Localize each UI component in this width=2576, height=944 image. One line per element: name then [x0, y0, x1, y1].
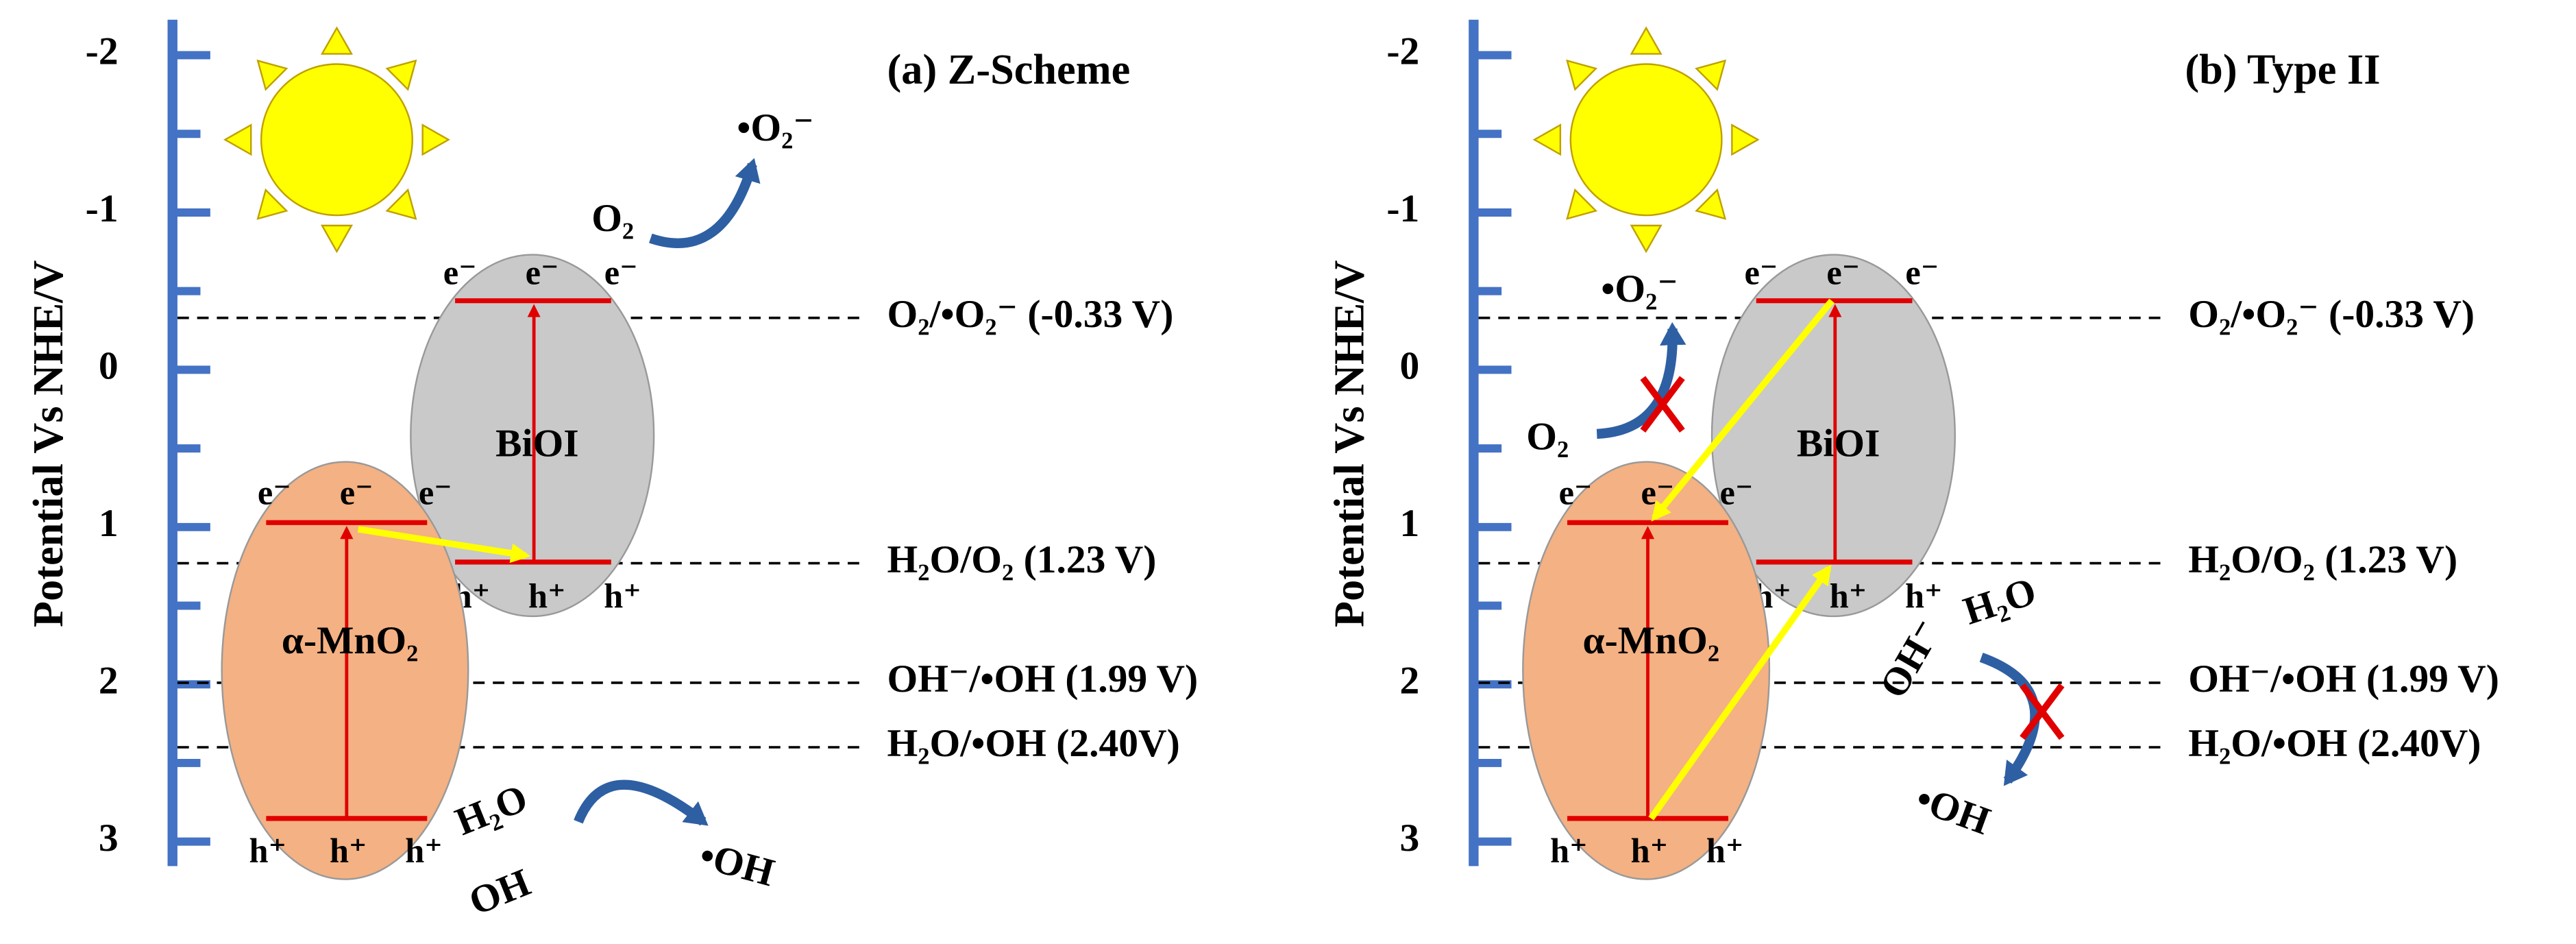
level-label: H₂O/O₂ (1.23 V)	[2188, 538, 2457, 581]
semiconductor-name: BiOI	[495, 422, 578, 465]
hole: h⁺	[528, 577, 566, 616]
sun-ray	[1532, 123, 1562, 156]
sun-ray	[1566, 188, 1598, 220]
reaction-arrow	[1979, 653, 2040, 786]
sun-ray	[1630, 26, 1663, 55]
blocked	[2020, 683, 2065, 740]
sun-ray	[320, 224, 354, 254]
species: OH	[463, 861, 537, 924]
hole: h⁺	[1550, 832, 1588, 870]
species: H₂O	[1959, 570, 2041, 633]
electron: e⁻	[340, 474, 373, 512]
hole: h⁺	[330, 832, 367, 870]
panel-title: (a) Z-Scheme	[887, 46, 1131, 93]
level-label: H₂O/•OH (2.40V)	[887, 722, 1180, 765]
charge-transfer	[1648, 564, 1832, 821]
electron: e⁻	[1744, 253, 1778, 291]
species: OH⁻	[1872, 612, 1950, 705]
level-label: O₂/•O₂⁻ (-0.33 V)	[2188, 293, 2475, 336]
semiconductor-name: α-MnO₂	[1583, 619, 1720, 662]
electron: e⁻	[604, 253, 638, 291]
sun-ray	[421, 123, 450, 156]
reaction-arrow	[1596, 322, 1686, 439]
electron: e⁻	[1641, 474, 1674, 512]
electron: e⁻	[419, 474, 452, 512]
sun-ray	[1630, 224, 1663, 254]
sun-ray	[1731, 123, 1760, 156]
hole: h⁺	[1706, 832, 1744, 870]
level-label: OH⁻/•OH (1.99 V)	[2188, 657, 2499, 701]
tick-label: -2	[1386, 30, 1419, 73]
semiconductor-name: α-MnO₂	[282, 619, 419, 662]
hole: h⁺	[249, 832, 286, 870]
species: O₂	[591, 197, 634, 240]
sun-ray	[223, 123, 252, 156]
tick-label: 0	[1400, 345, 1420, 388]
electron: e⁻	[258, 474, 291, 512]
sun-ray	[256, 188, 289, 220]
electron: e⁻	[1826, 253, 1860, 291]
species: •O₂⁻	[737, 106, 813, 149]
electron: e⁻	[1905, 253, 1939, 291]
sun-ray	[1566, 59, 1598, 91]
semiconductor-name: BiOI	[1797, 422, 1880, 465]
sun-ray	[1695, 188, 1727, 220]
level-label: O₂/•O₂⁻ (-0.33 V)	[887, 293, 1174, 336]
level-label: H₂O/O₂ (1.23 V)	[887, 538, 1157, 581]
species: •O₂⁻	[1601, 267, 1678, 311]
species: •OH	[695, 834, 778, 895]
blocked	[1640, 376, 1685, 433]
level-label: OH⁻/•OH (1.99 V)	[887, 657, 1199, 701]
tick-label: 1	[1400, 502, 1420, 545]
tick-label: -1	[1386, 187, 1419, 230]
species: H₂O	[450, 777, 534, 844]
tick-label: 2	[1400, 659, 1420, 702]
sun-ray	[256, 59, 289, 91]
sun	[1569, 63, 1723, 217]
semiconductor	[1522, 461, 1771, 880]
hole: h⁺	[1631, 832, 1669, 870]
sun-ray	[1695, 59, 1727, 91]
hole: h⁺	[604, 577, 641, 616]
electron: e⁻	[443, 253, 477, 291]
electron: e⁻	[526, 253, 559, 291]
tick-label: -1	[86, 187, 119, 230]
tick-label: 3	[99, 816, 119, 860]
tick-label: 0	[99, 345, 119, 388]
hole: h⁺	[1830, 577, 1867, 616]
panel-title: (b) Type II	[2185, 46, 2380, 93]
species: •OH	[1911, 777, 1996, 843]
electron: e⁻	[1720, 474, 1754, 512]
sun-ray	[385, 59, 417, 91]
sun-ray	[320, 26, 354, 55]
reaction-arrow	[574, 779, 709, 826]
electron: e⁻	[1559, 474, 1593, 512]
sun-ray	[385, 188, 417, 220]
tick-label: 3	[1400, 816, 1420, 860]
charge-transfer	[357, 526, 531, 564]
axis-label: Potential Vs NHE/V	[25, 261, 72, 627]
tick-label: 1	[99, 502, 119, 545]
tick-label: -2	[86, 30, 119, 73]
sun	[260, 63, 413, 217]
hole: h⁺	[405, 832, 443, 870]
level-label: H₂O/•OH (2.40V)	[2188, 722, 2481, 765]
species: O₂	[1526, 415, 1569, 459]
tick-label: 2	[99, 659, 119, 702]
hole: h⁺	[1905, 577, 1943, 616]
reaction-arrow	[649, 158, 761, 248]
axis-label: Potential Vs NHE/V	[1326, 261, 1373, 627]
charge-transfer	[1651, 298, 1835, 522]
